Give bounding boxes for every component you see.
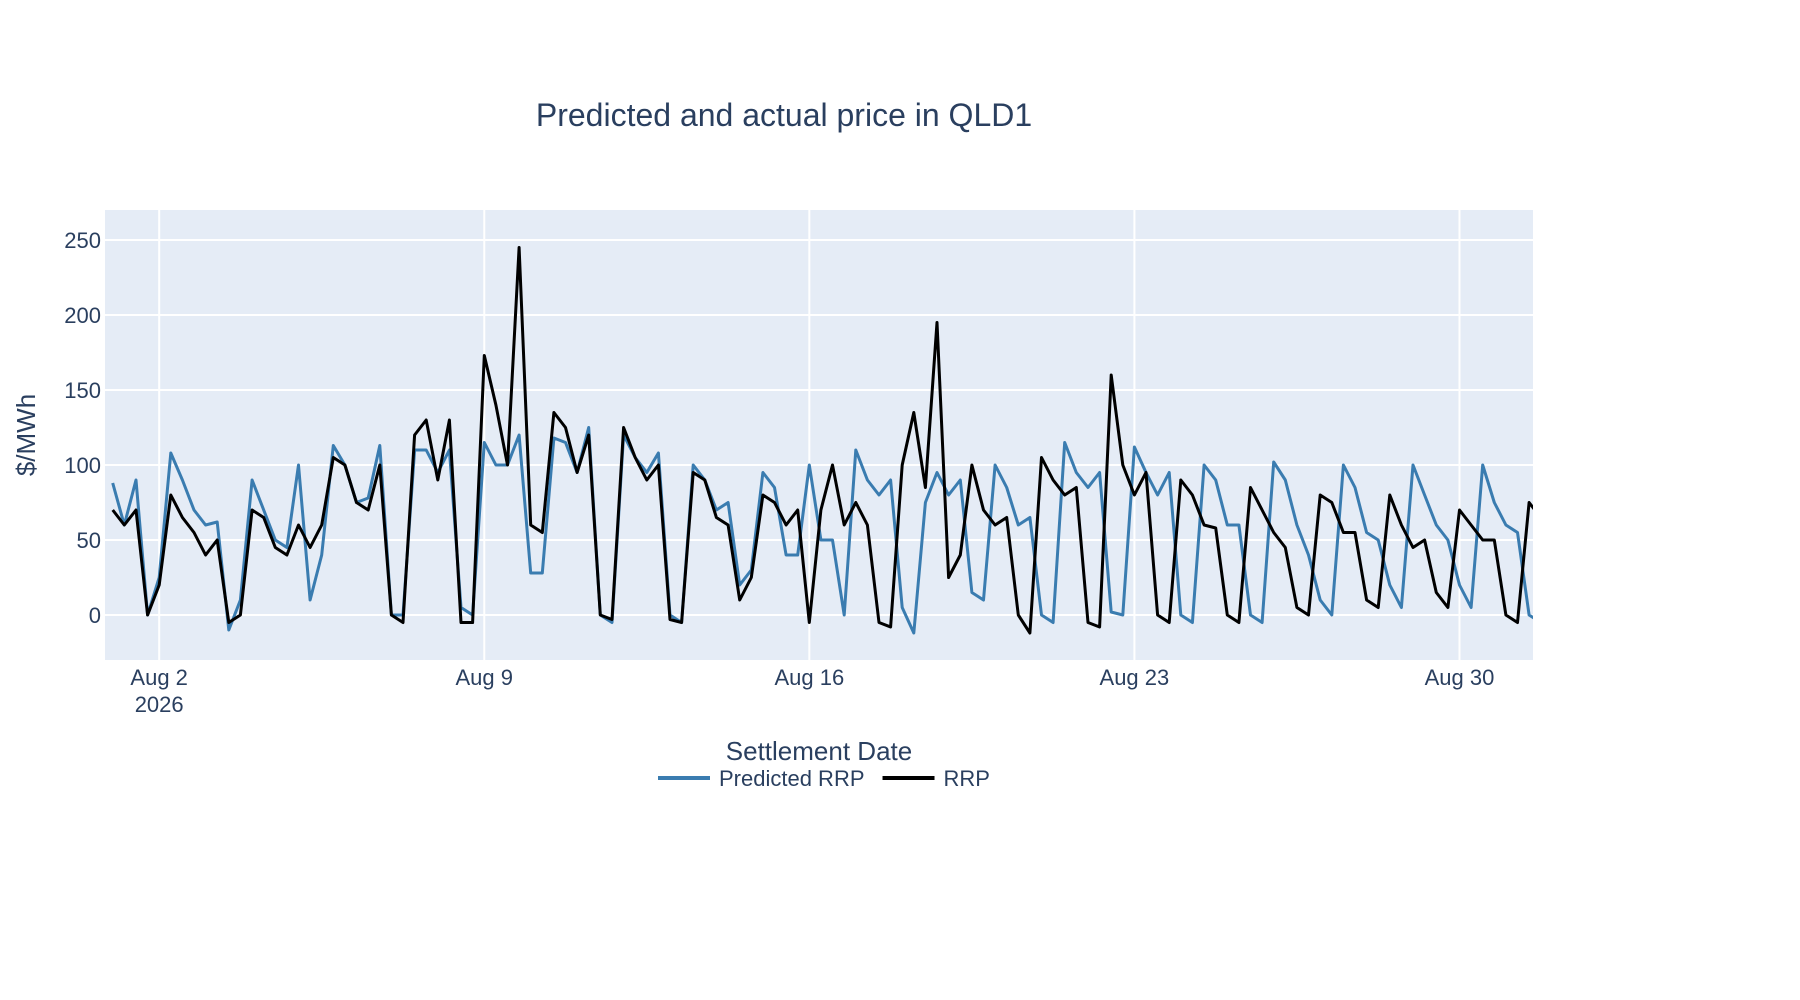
y-tick-label: 250 [64, 228, 101, 253]
y-tick-label: 200 [64, 303, 101, 328]
legend-label: Predicted RRP [719, 766, 865, 791]
x-tick-year-label: 2026 [135, 692, 184, 717]
y-axis-title: $/MWh [11, 394, 41, 476]
y-tick-label: 0 [89, 603, 101, 628]
y-tick-label: 50 [77, 528, 101, 553]
x-axis-title: Settlement Date [726, 736, 912, 766]
plot-area [105, 210, 1533, 660]
legend[interactable]: Predicted RRP RRP [658, 766, 990, 791]
series-layer [111, 246, 1533, 635]
chart-title: Predicted and actual price in QLD1 [536, 97, 1032, 133]
series-line-rrp [111, 246, 1533, 635]
legend-label: RRP [944, 766, 990, 791]
x-tick-label: Aug 9 [456, 665, 514, 690]
x-tick-label: Aug 16 [774, 665, 844, 690]
series-line-predicted-rrp [111, 426, 1533, 635]
x-tick-label: Aug 23 [1100, 665, 1170, 690]
y-axis-ticks: 0 50 100 150 200 250 [64, 228, 101, 628]
y-tick-label: 150 [64, 378, 101, 403]
y-tick-label: 100 [64, 453, 101, 478]
x-tick-label: Aug 2 [130, 665, 188, 690]
x-tick-label: Aug 30 [1425, 665, 1495, 690]
